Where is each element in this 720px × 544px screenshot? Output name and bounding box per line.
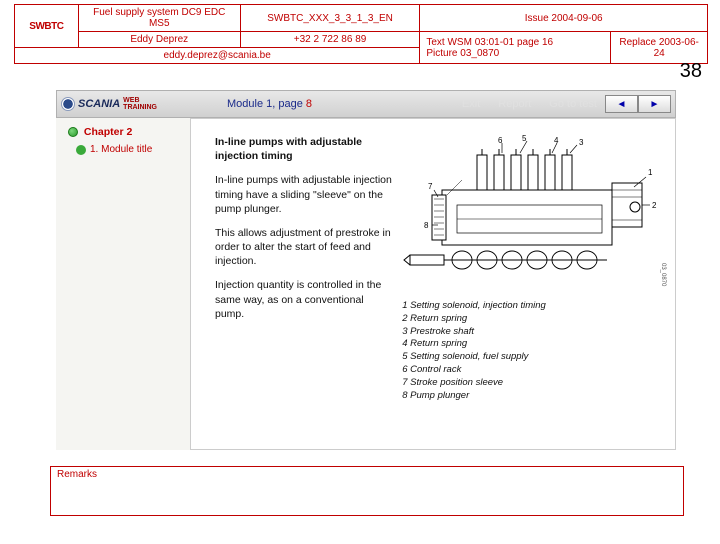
textref-cell: Text WSM 03:01-01 page 16 Picture 03_087… — [420, 32, 611, 64]
svg-text:4: 4 — [554, 136, 559, 145]
doc-title: Fuel supply system DC9 EDC MS5 — [78, 5, 240, 32]
smiley-icon — [76, 145, 86, 155]
textref-line2: Picture 03_0870 — [426, 48, 604, 59]
legend: 1 Setting solenoid, injection timing 2 R… — [402, 300, 663, 403]
author-phone: +32 2 722 86 89 — [240, 32, 420, 48]
exit-link[interactable]: Exit — [462, 98, 480, 110]
author-email: eddy.deprez@scania.be — [15, 48, 420, 64]
content-panel: In-line pumps with adjustable injection … — [191, 118, 676, 450]
svg-text:6: 6 — [498, 136, 503, 145]
remarks-box: Remarks — [50, 466, 684, 516]
brand-logo-icon — [61, 97, 75, 111]
nav-arrows: ◄ ► — [605, 95, 671, 113]
module-label: Module 1, page 8 — [227, 98, 312, 110]
chapter-title: Chapter 2 — [86, 126, 184, 138]
author-name: Eddy Deprez — [78, 32, 240, 48]
legend-7: 7 Stroke position sleeve — [402, 377, 663, 390]
svg-text:5: 5 — [522, 135, 527, 143]
figure-ref: 03_0870 — [660, 263, 666, 286]
text-column: In-line pumps with adjustable injection … — [215, 135, 394, 441]
legend-6: 6 Control rack — [402, 364, 663, 377]
logo-cell: SWBTC — [15, 5, 79, 48]
legend-8: 8 Pump plunger — [402, 390, 663, 403]
legend-2: 2 Return spring — [402, 313, 663, 326]
legend-3: 3 Prestroke shaft — [402, 326, 663, 339]
issue-date: Issue 2004-09-06 — [420, 5, 708, 32]
replace-date: Replace 2003-06-24 — [611, 32, 708, 64]
content-heading: In-line pumps with adjustable injection … — [215, 135, 394, 163]
header-table: SWBTC Fuel supply system DC9 EDC MS5 SWB… — [14, 4, 708, 64]
figure-column: 1 2 3 4 5 6 7 8 03_0870 1 Setting soleno… — [394, 135, 663, 441]
content-p1: In-line pumps with adjustable injection … — [215, 173, 394, 216]
content-p2: This allows adjustment of prestroke in o… — [215, 226, 394, 269]
page-number: 38 — [680, 60, 702, 83]
pump-svg: 1 2 3 4 5 6 7 8 — [402, 135, 662, 290]
svg-text:3: 3 — [579, 138, 584, 147]
legend-4: 4 Return spring — [402, 338, 663, 351]
nav-links: Exit Report Go to test — [462, 98, 597, 110]
next-button[interactable]: ► — [638, 95, 671, 113]
svg-text:2: 2 — [652, 201, 657, 210]
brand-text: SCANIA — [78, 98, 120, 110]
textref-line1: Text WSM 03:01-01 page 16 — [426, 37, 604, 48]
sidebar-item-module-title[interactable]: 1. Module title — [76, 144, 184, 155]
brand-subtext: WEB TRAINING — [123, 97, 157, 111]
legend-1: 1 Setting solenoid, injection timing — [402, 300, 663, 313]
svg-text:7: 7 — [428, 182, 433, 191]
svg-text:1: 1 — [648, 168, 653, 177]
svg-text:8: 8 — [424, 221, 429, 230]
brand-box: SCANIA WEB TRAINING — [57, 97, 207, 111]
prev-button[interactable]: ◄ — [605, 95, 638, 113]
module-area: SCANIA WEB TRAINING Module 1, page 8 Exi… — [56, 90, 676, 450]
pump-diagram: 1 2 3 4 5 6 7 8 03_0870 — [402, 135, 662, 290]
sidebar: Chapter 2 1. Module title — [56, 118, 191, 450]
report-link[interactable]: Report — [498, 98, 531, 110]
gotest-link[interactable]: Go to test — [549, 98, 597, 110]
remarks-label: Remarks — [57, 469, 97, 480]
chapter-dot-icon — [68, 127, 78, 137]
content-p3: Injection quantity is controlled in the … — [215, 278, 394, 321]
legend-5: 5 Setting solenoid, fuel supply — [402, 351, 663, 364]
module-header: SCANIA WEB TRAINING Module 1, page 8 Exi… — [56, 90, 676, 118]
doc-id: SWBTC_XXX_3_3_1_3_EN — [240, 5, 420, 32]
